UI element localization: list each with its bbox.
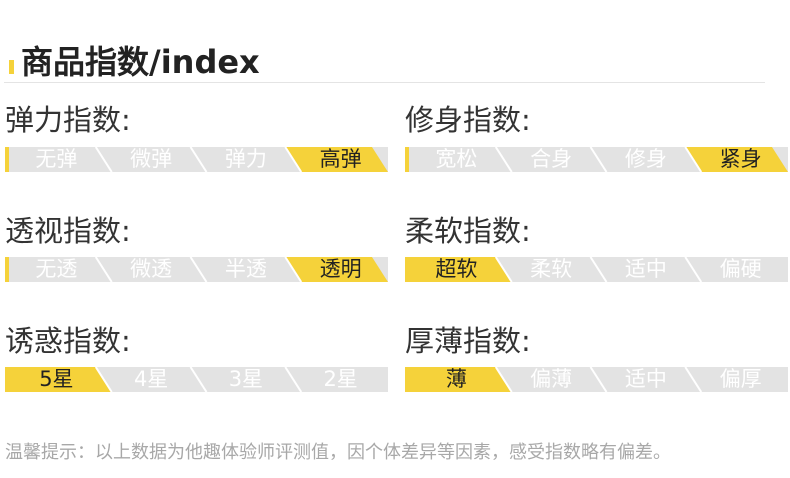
scale-selected-highlight [285, 147, 388, 172]
scale-graphic [405, 367, 788, 392]
scale-option-label: 微弹 [130, 147, 173, 171]
scale-separator [494, 147, 513, 172]
scale-start-cap [5, 367, 9, 392]
scale-elasticity: 无弹 微弹 弹力 高弹 [5, 147, 388, 172]
scale-separator [94, 147, 113, 172]
scale-option-label: 无弹 [35, 147, 78, 171]
index-label-fit: 修身指数: [405, 103, 531, 137]
scale-separator [189, 367, 208, 392]
scale-option-label: 紧身 [719, 147, 762, 171]
title-divider [4, 82, 765, 83]
scale-selected-highlight [685, 147, 788, 172]
scale-separator [684, 257, 703, 282]
scale-option-label: 超软 [435, 257, 478, 281]
scale-option-label: 适中 [624, 257, 667, 281]
scale-option-label: 薄 [445, 367, 467, 391]
scale-option-label: 无透 [35, 257, 78, 281]
scale-start-cap [405, 257, 409, 282]
scale-separator [189, 147, 208, 172]
title-accent-bar [9, 60, 14, 74]
scale-thickness: 薄 偏薄 适中 偏厚 [405, 367, 788, 392]
scale-separator [589, 367, 608, 392]
scale-separator [494, 257, 513, 282]
scale-allure: 5星 4星 3星 2星 [5, 367, 388, 392]
scale-option-label: 偏硬 [719, 257, 762, 281]
scale-option-label: 3星 [228, 367, 264, 391]
scale-start-cap [405, 147, 409, 172]
scale-graphic [405, 147, 788, 172]
scale-start-cap [405, 367, 409, 392]
scale-separator [589, 257, 608, 282]
scale-graphic [405, 257, 788, 282]
scale-start-cap [5, 147, 9, 172]
scale-fit: 宽松 合身 修身 紧身 [405, 147, 788, 172]
scale-option-label: 偏厚 [719, 367, 762, 391]
scale-option-label: 合身 [530, 147, 573, 171]
scale-start-cap [5, 257, 9, 282]
index-label-allure: 诱惑指数: [5, 324, 131, 358]
scale-separator [684, 367, 703, 392]
scale-separator [189, 257, 208, 282]
scale-selected-highlight [409, 257, 512, 282]
scale-transparency: 无透 微透 半透 透明 [5, 257, 388, 282]
scale-selected-highlight [9, 367, 112, 392]
scale-graphic [5, 147, 388, 172]
scale-option-label: 弹力 [224, 147, 267, 171]
scale-separator [94, 367, 113, 392]
scale-selected-highlight [285, 257, 388, 282]
scale-option-label: 宽松 [435, 147, 478, 171]
scale-softness: 超软 柔软 适中 偏硬 [405, 257, 788, 282]
scale-graphic [5, 367, 388, 392]
disclaimer-note: 温馨提示：以上数据为他趣体验师评测值，因个体差异等因素，感受指数略有偏差。 [5, 442, 671, 463]
scale-option-label: 透明 [319, 257, 362, 281]
scale-option-label: 4星 [133, 367, 169, 391]
scale-graphic [5, 257, 388, 282]
scale-selected-highlight [409, 367, 512, 392]
scale-option-label: 修身 [624, 147, 667, 171]
scale-separator [589, 147, 608, 172]
scale-option-label: 高弹 [319, 147, 362, 171]
scale-option-label: 半透 [224, 257, 267, 281]
scale-separator [494, 367, 513, 392]
index-label-softness: 柔软指数: [405, 214, 531, 248]
scale-option-label: 适中 [624, 367, 667, 391]
page-title: 商品指数/index [21, 43, 260, 81]
scale-separator [284, 257, 303, 282]
scale-option-label: 偏薄 [530, 367, 573, 391]
scale-option-label: 微透 [130, 257, 173, 281]
index-label-transparency: 透视指数: [5, 214, 131, 248]
scale-separator [284, 367, 303, 392]
scale-option-label: 2星 [323, 367, 358, 391]
index-label-elasticity: 弹力指数: [5, 103, 131, 137]
scale-option-label: 柔软 [530, 257, 573, 281]
index-label-thickness: 厚薄指数: [405, 324, 531, 358]
scale-option-label: 5星 [39, 367, 74, 391]
scale-separator [684, 147, 703, 172]
scale-separator [284, 147, 303, 172]
scale-separator [94, 257, 113, 282]
